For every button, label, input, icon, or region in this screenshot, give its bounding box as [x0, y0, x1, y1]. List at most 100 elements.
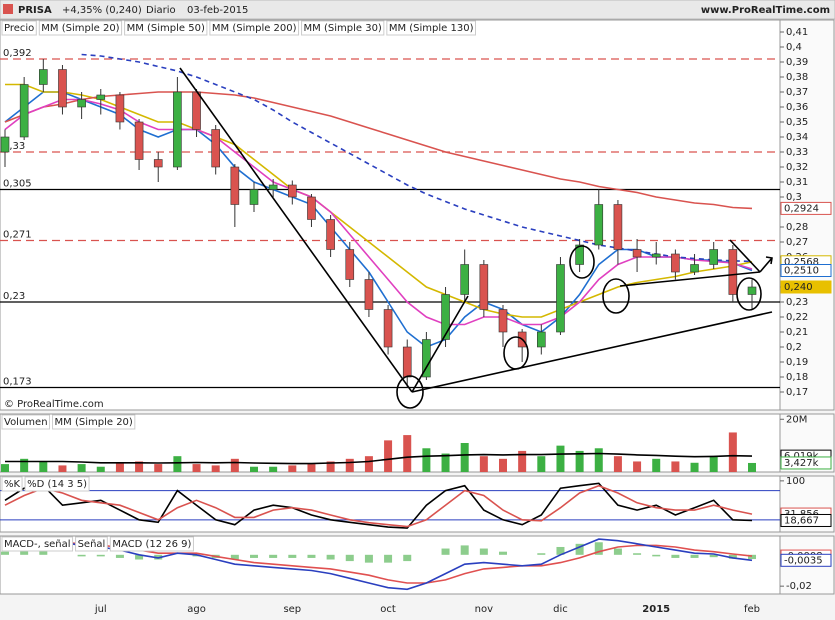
- y-tick-label: 0,17: [786, 387, 808, 398]
- histogram-bar: [537, 553, 546, 555]
- level-label: 0,23: [3, 291, 25, 302]
- legend-box: [124, 20, 208, 36]
- volume-bar: [96, 466, 105, 472]
- legend-box: [1, 476, 23, 492]
- candle-body: [173, 91, 182, 168]
- histogram-bar: [556, 546, 565, 555]
- histogram-bar: [115, 554, 124, 558]
- legend-box: [209, 20, 300, 36]
- candle-body: [115, 94, 125, 123]
- y-tick-label: 0,3: [786, 192, 802, 203]
- histogram-bar: [748, 554, 756, 560]
- circle-mark: [503, 336, 529, 370]
- last-value-box: [780, 280, 832, 294]
- histogram-bar: [1, 551, 9, 555]
- histogram-bar: [77, 554, 86, 557]
- y-tick-label: 0,35: [786, 117, 808, 128]
- volume-bar: [575, 450, 584, 472]
- histogram-bar: [613, 548, 622, 555]
- candle-body: [249, 189, 259, 205]
- last-value-box: [780, 456, 832, 470]
- candle-body: [594, 204, 604, 246]
- histogram-bar: [594, 542, 603, 555]
- candle-body: [364, 279, 374, 310]
- series-line: [4, 98, 753, 326]
- histogram-bar: [364, 554, 373, 563]
- x-tick-label: ago: [187, 604, 206, 615]
- legend-item: MACD (12 26 9): [112, 539, 191, 550]
- volume-bar: [652, 458, 661, 472]
- histogram-bar: [690, 554, 699, 558]
- histogram-bar: [633, 553, 642, 555]
- volume-bar: [499, 458, 507, 472]
- circle-mark: [736, 277, 762, 311]
- trend-line: [619, 271, 761, 287]
- trend-line: [411, 295, 469, 393]
- series-line: [4, 538, 753, 591]
- legend-item: Volumen: [4, 417, 48, 428]
- volume-bar: [326, 461, 335, 472]
- volume-bar: [748, 462, 756, 472]
- panel: [0, 19, 781, 411]
- candle-body: [747, 286, 757, 295]
- histogram-bar: [230, 554, 239, 560]
- volume-bar: [1, 464, 9, 472]
- legend-box: [386, 20, 476, 36]
- histogram-bar: [345, 554, 354, 562]
- period: Diario: [146, 5, 176, 16]
- legend-box: [24, 476, 90, 492]
- legend-box: [301, 20, 385, 36]
- volume-bar: [364, 456, 373, 472]
- x-tick-label: sep: [283, 604, 301, 615]
- candle-body: [402, 346, 412, 378]
- y-tick-label: -0,02: [786, 581, 812, 592]
- volume-bar: [403, 435, 412, 472]
- histogram-bar: [575, 543, 584, 555]
- volume-bar: [77, 464, 86, 472]
- volume-bar: [154, 464, 163, 472]
- legend-item: %D (14 3 5): [27, 479, 87, 490]
- histogram-bar: [20, 550, 29, 555]
- y-tick-label: 0,38: [786, 72, 808, 83]
- histogram-bar: [671, 554, 680, 558]
- series-line: [4, 91, 753, 348]
- candle-body: [479, 264, 489, 310]
- histogram-bar: [460, 545, 469, 555]
- candle-body: [268, 184, 278, 190]
- volume-bar: [422, 448, 431, 472]
- series-line: [4, 91, 753, 210]
- series-line: [5, 452, 753, 465]
- histogram-bar: [288, 554, 297, 558]
- candle-body: [651, 253, 661, 258]
- volume-bar: [556, 445, 565, 472]
- y-tick-label: 0,41: [786, 27, 808, 38]
- candle-body: [575, 244, 584, 265]
- symbol-icon: [3, 4, 13, 14]
- y-tick-label: 0,39: [786, 57, 808, 68]
- change: +4,35% (0,240): [62, 5, 142, 16]
- histogram-bar: [479, 548, 488, 555]
- volume-bar: [671, 461, 680, 472]
- site: www.ProRealTime.com: [701, 5, 830, 16]
- x-tick-label: oct: [380, 604, 396, 615]
- level-label: 0,173: [3, 377, 32, 388]
- symbol: PRISA: [18, 5, 52, 16]
- volume-bar: [269, 466, 278, 472]
- y-tick-label: 0,21: [786, 327, 808, 338]
- y-tick-label: 0,28: [786, 222, 808, 233]
- last-value-box: [780, 201, 832, 215]
- last-value-box: [780, 553, 832, 567]
- volume-bar: [192, 464, 201, 472]
- trend-line: [179, 67, 413, 393]
- volume-bar: [20, 458, 29, 472]
- histogram-bar: [499, 551, 507, 555]
- volume-bar: [537, 456, 546, 472]
- histogram-bar: [403, 554, 412, 562]
- candle-body: [230, 166, 240, 205]
- trend-line: [411, 311, 773, 393]
- candle-body: [632, 249, 642, 258]
- candle-body: [441, 294, 450, 340]
- legend-item: MM (Simple 20): [41, 23, 119, 34]
- y-tick-label: 0,37: [786, 87, 808, 98]
- last-value-label: 18,667: [784, 515, 819, 526]
